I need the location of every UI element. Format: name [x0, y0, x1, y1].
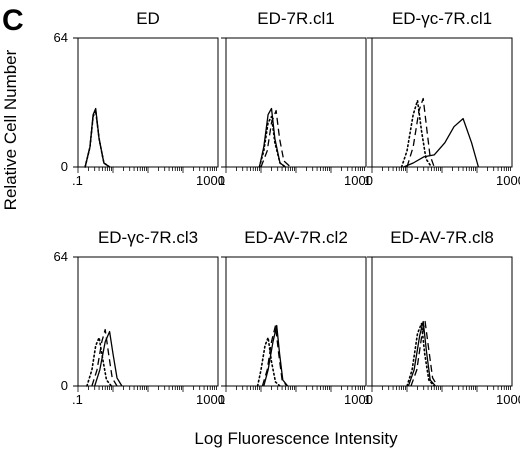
y-tick-label: 64	[54, 249, 68, 264]
x-tick-label: 1000	[196, 392, 225, 407]
series-solid	[263, 324, 289, 387]
series-dotted	[406, 322, 435, 387]
x-tick-label: 1	[364, 392, 371, 407]
x-tick-label: 1000	[196, 173, 225, 188]
plot-frame	[77, 37, 219, 168]
series-dotted	[256, 336, 281, 387]
series-solid	[407, 320, 436, 387]
series-solid	[403, 117, 480, 168]
panel-3: ED-γc-7R.cl1	[367, 9, 513, 173]
plot-frame	[77, 256, 219, 387]
x-tick-label: .1	[72, 173, 83, 188]
y-axis-label: Relative Cell Number	[1, 49, 20, 210]
series-dotted	[400, 99, 433, 168]
plot-frame	[371, 256, 513, 387]
series-dashed	[410, 320, 439, 387]
panel-2: ED-7R.cl1	[221, 9, 367, 173]
panel-5: ED-AV-7R.cl2	[221, 228, 367, 392]
series-dashed	[260, 109, 292, 168]
x-tick-label: 1	[364, 173, 371, 188]
series-dashed	[261, 324, 288, 387]
y-tick-label: 0	[61, 159, 68, 174]
panel-title: ED-γc-7R.cl3	[98, 228, 198, 247]
plot-frame	[371, 37, 513, 168]
x-tick-label: 1000	[496, 392, 520, 407]
y-tick-label: 0	[61, 378, 68, 393]
plot-frame	[225, 37, 367, 168]
series-solid	[258, 107, 286, 168]
series-dashed	[91, 328, 118, 387]
panel-1: ED	[73, 9, 219, 173]
panel-title: ED	[136, 9, 160, 28]
histogram-panels: ED ED-7R.cl1 ED-γc-7R.cl1 ED-γc-7R.cl3 ED-AV…	[54, 9, 520, 407]
panel-letter: C	[2, 4, 24, 37]
panel-title: ED-AV-7R.cl2	[244, 228, 348, 247]
series-solid	[84, 107, 110, 168]
panel-title: ED-AV-7R.cl8	[390, 228, 494, 247]
series-dotted	[258, 115, 287, 168]
x-tick-label: 1	[218, 392, 225, 407]
panel-title: ED-γc-7R.cl1	[392, 9, 492, 28]
x-axis-label: Log Fluorescence Intensity	[194, 429, 398, 448]
panel-6: ED-AV-7R.cl8	[367, 228, 513, 392]
x-tick-label: 1	[218, 173, 225, 188]
plot-frame	[225, 256, 367, 387]
panel-title: ED-7R.cl1	[257, 9, 334, 28]
series-dashed	[406, 97, 435, 168]
y-tick-label: 64	[54, 30, 68, 45]
x-tick-label: 1000	[344, 392, 373, 407]
x-tick-label: 1000	[496, 173, 520, 188]
series-dotted	[86, 336, 113, 387]
series-solid	[94, 330, 123, 387]
x-tick-label: .1	[72, 392, 83, 407]
x-tick-label: 1000	[344, 173, 373, 188]
panel-4: ED-γc-7R.cl3	[73, 228, 219, 392]
